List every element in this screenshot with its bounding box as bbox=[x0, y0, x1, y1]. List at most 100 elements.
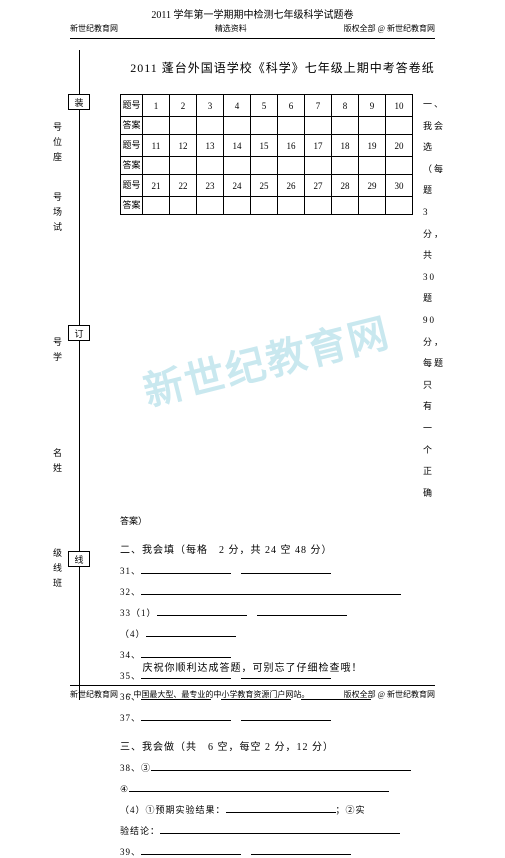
blank bbox=[129, 782, 389, 792]
table-row: 答案 bbox=[121, 197, 413, 215]
cell bbox=[332, 197, 359, 215]
blank bbox=[251, 845, 351, 855]
cell bbox=[197, 157, 224, 175]
row-head: 题号 bbox=[121, 95, 143, 117]
q-num: 38、③ bbox=[120, 763, 151, 773]
cell bbox=[278, 197, 305, 215]
cell bbox=[359, 157, 386, 175]
cell bbox=[143, 117, 170, 135]
blank bbox=[226, 803, 336, 813]
cell bbox=[332, 117, 359, 135]
cell: 11 bbox=[143, 135, 170, 157]
cell bbox=[224, 117, 251, 135]
cell: 25 bbox=[251, 175, 278, 197]
q33: 33（1） bbox=[120, 606, 445, 619]
q-num: ④ bbox=[120, 784, 129, 794]
cell bbox=[224, 157, 251, 175]
cell: 20 bbox=[386, 135, 413, 157]
cell: 22 bbox=[170, 175, 197, 197]
row-head: 题号 bbox=[121, 175, 143, 197]
cell bbox=[251, 197, 278, 215]
cell: 16 bbox=[278, 135, 305, 157]
page-header-title: 2011 学年第一学期期中检测七年级科学试题卷 bbox=[0, 0, 505, 21]
row-head: 答案 bbox=[121, 117, 143, 135]
cell bbox=[197, 197, 224, 215]
answer-table-area: 题号 1 2 3 4 5 6 7 8 9 10 答案 题号 11 12 13 bbox=[120, 94, 445, 504]
table-row: 题号 11 12 13 14 15 16 17 18 19 20 bbox=[121, 135, 413, 157]
side-line: 选（每题 bbox=[423, 137, 445, 202]
side-line: 3 分，共 bbox=[423, 202, 445, 267]
side-line: 个 正 确 bbox=[423, 440, 445, 505]
main-content: 2011 蓬台外国语学校《科学》七年级上期中考答卷纸 题号 1 2 3 4 5 … bbox=[0, 39, 505, 858]
cell: 26 bbox=[278, 175, 305, 197]
footer-right: 版权全部 @ 新世纪教育网 bbox=[344, 689, 435, 700]
cell: 30 bbox=[386, 175, 413, 197]
blank bbox=[160, 824, 400, 834]
cell bbox=[386, 117, 413, 135]
blank bbox=[151, 761, 411, 771]
q38: 38、③ bbox=[120, 761, 445, 774]
q-num: 32、 bbox=[120, 587, 141, 597]
cell bbox=[305, 157, 332, 175]
q-text: ；②实 bbox=[336, 805, 366, 815]
footer-rule bbox=[70, 685, 435, 686]
section1-side-text: 一、我会 选（每题 3 分，共 30 题 90 分，每题 只 有 一 个 正 确 bbox=[423, 94, 445, 504]
q37: 37、 bbox=[120, 711, 445, 724]
footer-left: 新世纪教育网 -- 中国最大型、最专业的中小学教育资源门户网站。 bbox=[70, 689, 309, 700]
cell bbox=[224, 197, 251, 215]
cell bbox=[251, 117, 278, 135]
cell: 17 bbox=[305, 135, 332, 157]
cell: 3 bbox=[197, 95, 224, 117]
table-row: 题号 21 22 23 24 25 26 27 28 29 30 bbox=[121, 175, 413, 197]
side-line: 一、我会 bbox=[423, 94, 445, 137]
cell: 13 bbox=[197, 135, 224, 157]
blank bbox=[141, 845, 241, 855]
cell: 5 bbox=[251, 95, 278, 117]
cell bbox=[143, 157, 170, 175]
cell bbox=[305, 117, 332, 135]
side-line: 分，每题 bbox=[423, 332, 445, 375]
cell: 6 bbox=[278, 95, 305, 117]
cell: 8 bbox=[332, 95, 359, 117]
cell: 1 bbox=[143, 95, 170, 117]
blank bbox=[141, 648, 231, 658]
header-right: 版权全部 @ 新世纪教育网 bbox=[344, 23, 435, 34]
q-num: 39、 bbox=[120, 847, 141, 857]
header-center: 精选资料 bbox=[215, 23, 247, 34]
cell: 12 bbox=[170, 135, 197, 157]
q-text: 验结论： bbox=[120, 826, 160, 836]
q39: 39、 bbox=[120, 845, 445, 858]
q38b: ④ bbox=[120, 782, 445, 795]
section3-heading: 三、我会做（共 6 空，每空 2 分，12 分） bbox=[120, 738, 445, 753]
blank bbox=[257, 606, 347, 616]
cell bbox=[305, 197, 332, 215]
document-title: 2011 蓬台外国语学校《科学》七年级上期中考答卷纸 bbox=[120, 59, 445, 76]
blank bbox=[241, 711, 331, 721]
cell bbox=[170, 157, 197, 175]
cell: 9 bbox=[359, 95, 386, 117]
blank bbox=[241, 564, 331, 574]
cell bbox=[386, 197, 413, 215]
table-row: 答案 bbox=[121, 157, 413, 175]
q32: 32、 bbox=[120, 585, 445, 598]
cell: 18 bbox=[332, 135, 359, 157]
cell: 10 bbox=[386, 95, 413, 117]
header-left: 新世纪教育网 bbox=[70, 23, 118, 34]
header-row: 新世纪教育网 精选资料 版权全部 @ 新世纪教育网 bbox=[0, 21, 505, 34]
blank bbox=[141, 711, 231, 721]
blank bbox=[141, 564, 231, 574]
answers-label: 答案） bbox=[120, 514, 445, 527]
cell: 2 bbox=[170, 95, 197, 117]
blank bbox=[157, 606, 247, 616]
cell bbox=[386, 157, 413, 175]
q-num: （4） bbox=[120, 629, 146, 639]
section2-heading: 二、我会填（每格 2 分，共 24 空 48 分） bbox=[120, 541, 445, 556]
cell: 15 bbox=[251, 135, 278, 157]
closing-text: 庆祝你顺利达成答题，可别忘了仔细检查哦！ bbox=[0, 659, 505, 674]
cell: 14 bbox=[224, 135, 251, 157]
cell: 21 bbox=[143, 175, 170, 197]
side-line: 只 有 一 bbox=[423, 375, 445, 440]
answer-table: 题号 1 2 3 4 5 6 7 8 9 10 答案 题号 11 12 13 bbox=[120, 94, 413, 215]
cell bbox=[170, 197, 197, 215]
q33b: （4） bbox=[120, 627, 445, 640]
